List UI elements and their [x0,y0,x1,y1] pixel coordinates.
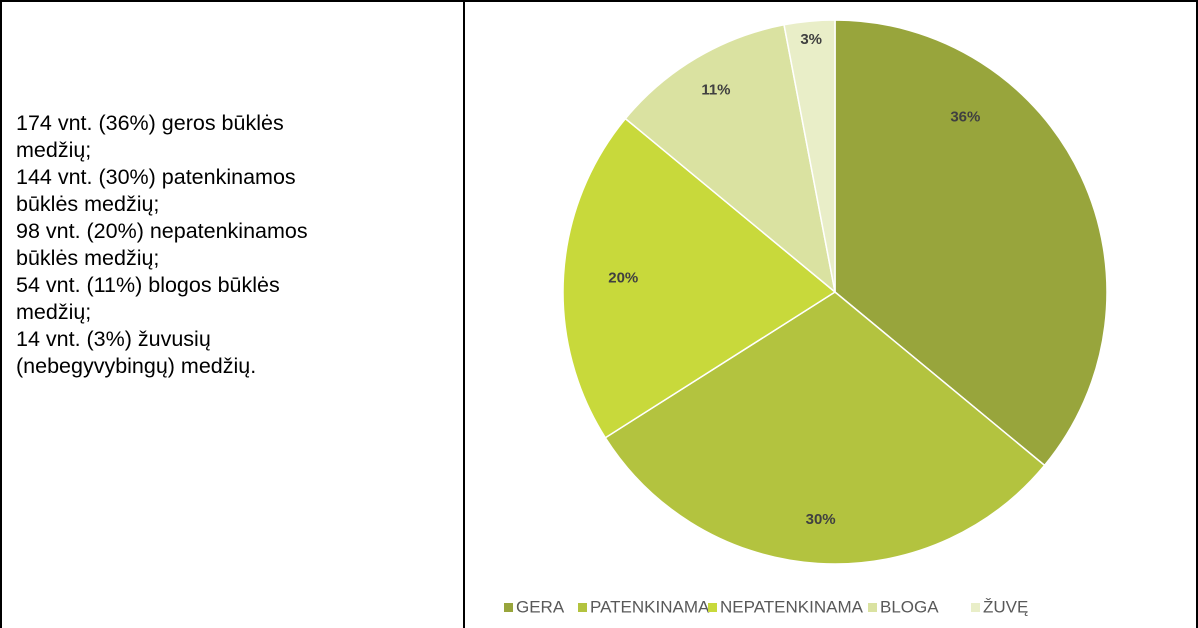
legend-item-gera: GERA [504,597,565,616]
data-label-patenkinama: 30% [806,511,836,528]
legend-item-patenkinama: PATENKINAMA [578,597,710,616]
pie-slice-zuve [783,19,836,293]
legend-label: NEPATENKINAMA [720,597,864,616]
legend-label: BLOGA [880,597,939,616]
legend-swatch [578,603,587,612]
legend-swatch [504,603,513,612]
legend-label: GERA [516,597,565,616]
legend-swatch [868,603,877,612]
column-divider [463,0,465,628]
description-line: 14 vnt. (3%) žuvusių [16,327,211,351]
legend-item-bloga: BLOGA [868,597,939,616]
pie-slice-gera [834,19,1108,467]
description-line: 54 vnt. (11%) blogos būklės [16,273,280,297]
description-line: būklės medžių; [16,192,160,216]
description-line: 174 vnt. (36%) geros būklės [16,111,284,135]
data-label-nepatenkinama: 20% [608,270,638,287]
data-label-gera: 36% [950,109,980,126]
description-line: (nebegyvybingų) medžių. [16,354,257,378]
chart-legend: GERA PATENKINAMA NEPATENKINAMA BLOGA ŽUVĘ [504,597,1028,616]
pie-slice-bloga [624,23,837,294]
data-label-bloga: 11% [701,82,730,99]
data-label-zuve: 3% [800,31,822,48]
pie-slice-nepatenkinama [562,117,837,439]
description-line: medžių; [16,138,92,162]
legend-item-nepatenkinama: NEPATENKINAMA [708,597,864,616]
description-line: 98 vnt. (20%) nepatenkinamos [16,219,308,243]
legend-swatch [708,603,717,612]
legend-label: ŽUVĘ [983,597,1028,616]
legend-item-zuve: ŽUVĘ [971,597,1028,616]
legend-label: PATENKINAMA [590,597,710,616]
description-line: būklės medžių; [16,246,160,270]
description-text: 174 vnt. (36%) geros būklės medžių; 144 … [16,110,436,380]
pie-slice-patenkinama [604,291,1046,565]
pie-chart: 36% 30% 20% 11% 3% GERA PATENKINAMA NEPATENKIN… [504,19,1108,616]
legend-swatch [971,603,980,612]
pie-slice-labels: 36% 30% 20% 11% 3% [608,31,980,528]
pie-slices [562,19,1108,565]
description-line: 144 vnt. (30%) patenkinamos [16,165,296,189]
description-line: medžių; [16,300,92,324]
